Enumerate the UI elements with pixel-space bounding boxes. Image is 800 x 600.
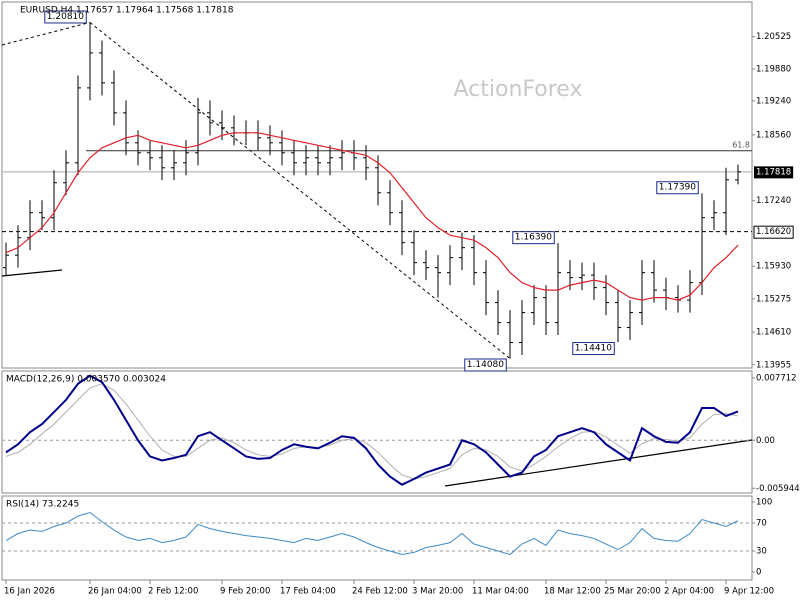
price-callout-box: [464, 358, 507, 372]
x-tick-label: 9 Apr 12:00: [724, 587, 774, 597]
y-tick-label: 1.13955: [756, 360, 791, 370]
price-callout: 1.14080: [467, 360, 504, 370]
x-tick-label: 9 Feb 20:00: [220, 587, 270, 597]
y-tick-label: 1.18560: [756, 130, 791, 140]
trend-line: [1, 269, 63, 277]
x-tick-label: 26 Jan 04:00: [88, 587, 142, 597]
current-price-label-box: [754, 166, 794, 179]
support-label-box: [753, 225, 794, 239]
macd-panel: [1, 370, 753, 494]
x-tick-label: 18 Mar 12:00: [544, 587, 601, 597]
y-tick-label: 1.19240: [756, 96, 791, 106]
y-tick-label: 1.14610: [756, 328, 791, 338]
price-panel: [1, 1, 753, 369]
x-tick-label: 16 Jan 2026: [4, 587, 55, 597]
y-tick-label: 0.007712: [756, 374, 797, 384]
watermark: ActionForex: [454, 77, 583, 102]
price-callout-box: [656, 181, 699, 195]
y-tick-label: -0.005944: [756, 484, 800, 494]
chart-title: EURUSD,H4 1.17657 1.17964 1.17568 1.1781…: [20, 6, 234, 16]
y-tick-label: 70: [756, 519, 767, 529]
y-tick-label: 100: [756, 498, 772, 508]
price-callout-box: [44, 10, 87, 24]
price-callout: 1.17390: [659, 183, 696, 193]
x-tick-label: 17 Feb 04:00: [280, 587, 336, 597]
rsi-panel: [1, 495, 753, 581]
y-tick-label: 1.17240: [756, 196, 791, 206]
y-tick-label: 0: [756, 568, 761, 578]
x-tick-label: 24 Feb 12:00: [352, 587, 408, 597]
y-tick-label: 1.15930: [756, 262, 791, 272]
panel-title: MACD(12,26,9) 0.003570 0.003024: [6, 375, 166, 385]
panel-title: RSI(14) 73.2245: [6, 500, 79, 510]
x-tick-label: 25 Mar 20:00: [604, 587, 661, 597]
indicator-line: [5, 383, 739, 480]
y-tick-label: 30: [756, 547, 767, 557]
y-tick-label: 1.20525: [756, 32, 791, 42]
indicator-line: [5, 374, 739, 486]
current-price-label: 1.17818: [756, 167, 791, 177]
x-tick-label: 11 Mar 04:00: [472, 587, 529, 597]
macd-trend-line: [444, 439, 753, 487]
price-callout: 1.16390: [515, 233, 552, 243]
y-tick-label: 1.15275: [756, 294, 791, 304]
moving-average: [5, 132, 739, 301]
price-callout-box: [572, 342, 615, 356]
x-tick-label: 3 Mar 20:00: [412, 587, 463, 597]
price-callout: 1.14410: [575, 344, 612, 354]
y-tick-label: 0.00: [756, 436, 775, 446]
level-label: 61.8: [732, 140, 750, 149]
price-callout: 1.20810: [47, 12, 84, 22]
x-tick-label: 2 Apr 04:00: [664, 587, 714, 597]
indicator-line: [5, 511, 739, 556]
y-tick-label: 1.19880: [756, 64, 791, 74]
price-callout-box: [512, 231, 555, 245]
x-tick-label: 2 Feb 12:00: [148, 587, 198, 597]
support-label: 1.16620: [756, 227, 791, 237]
